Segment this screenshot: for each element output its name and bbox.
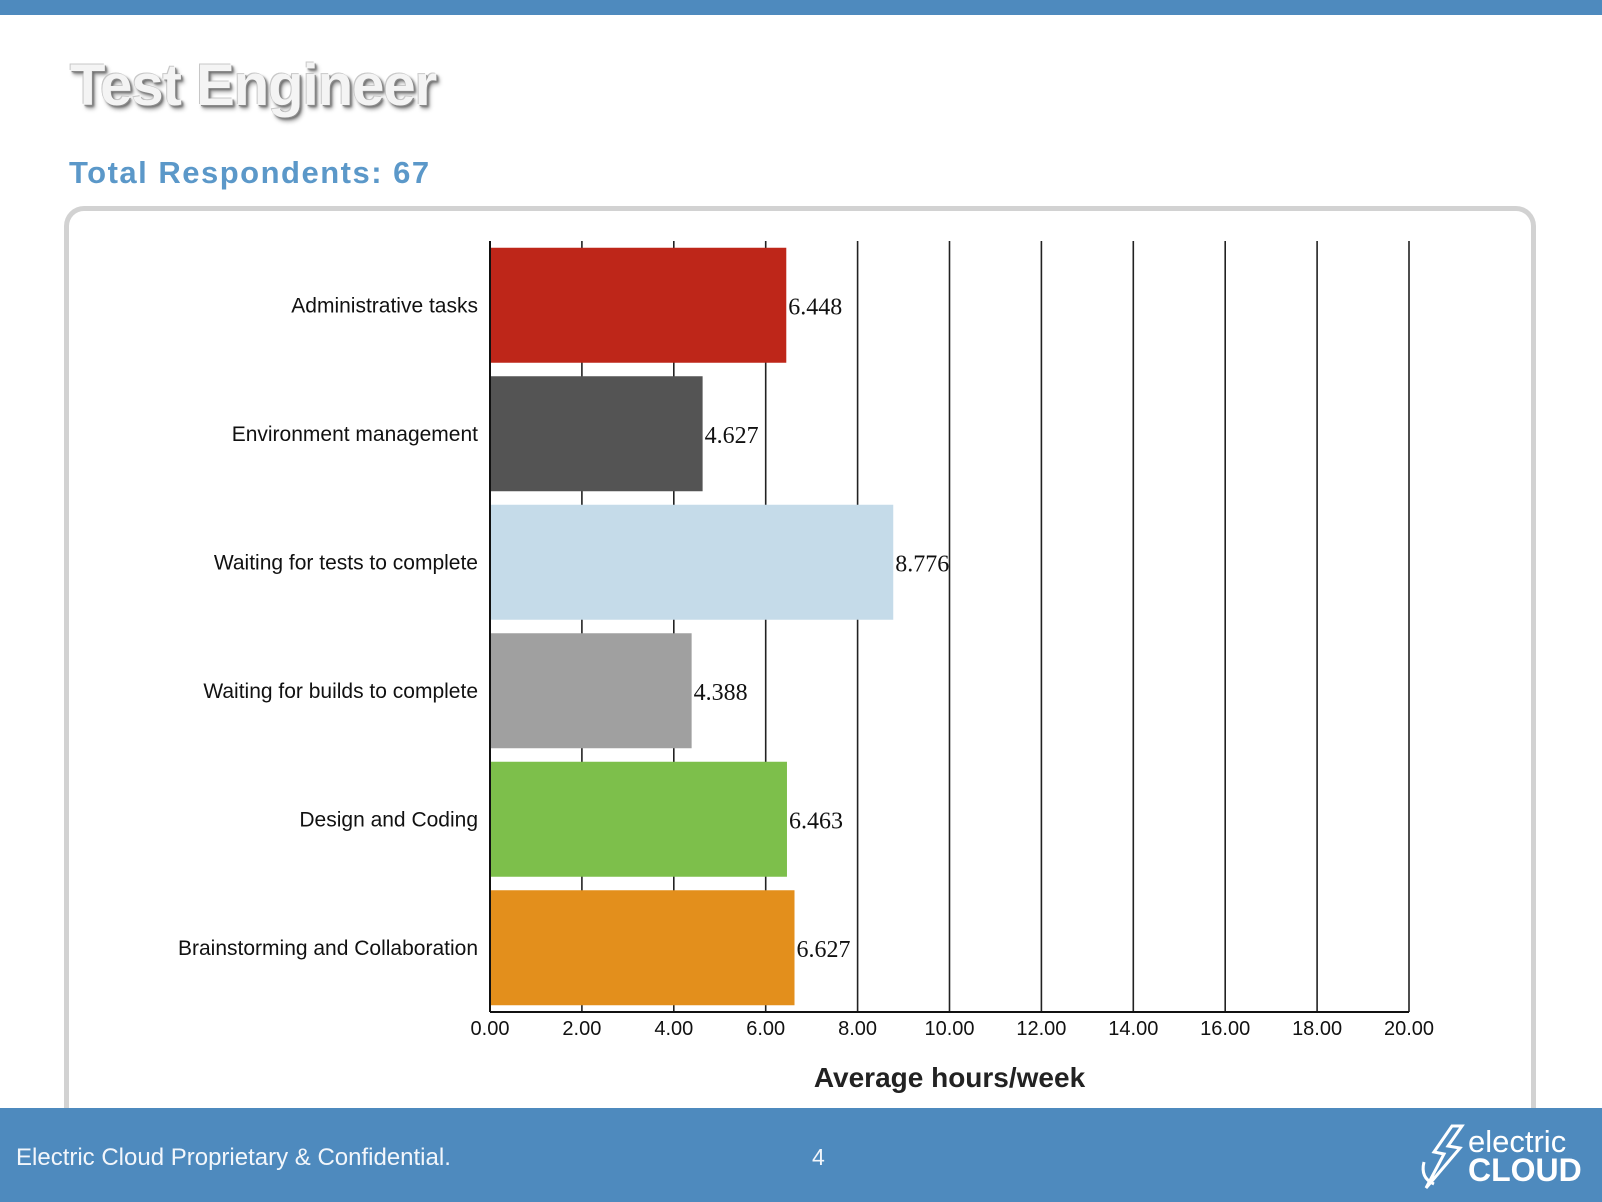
logo-wordmark: electric CLOUD (1468, 1124, 1582, 1188)
data-label: 4.388 (694, 680, 748, 706)
x-tick-label: 12.00 (1016, 1018, 1066, 1040)
category-label: Waiting for builds to complete (203, 680, 478, 703)
category-label: Administrative tasks (291, 294, 478, 317)
bar-chart: 6.448 Administrative tasks 4.627 Environmen… (178, 241, 1434, 1093)
x-axis-title: Average hours/week (814, 1062, 1086, 1093)
slide-title: Test Engineer (70, 53, 437, 118)
confidential-notice: Electric Cloud Proprietary & Confidentia… (16, 1144, 451, 1171)
data-label: 8.776 (895, 551, 949, 577)
x-tick-label: 14.00 (1108, 1018, 1158, 1040)
page-number: 4 (812, 1144, 825, 1170)
x-tick-label: 20.00 (1384, 1018, 1434, 1040)
category-label: Waiting for tests to complete (214, 551, 478, 574)
x-tick-label: 0.00 (471, 1018, 510, 1040)
lightning-icon (1421, 1124, 1465, 1189)
category-label: Brainstorming and Collaboration (178, 937, 478, 960)
logo-line-1: electric (1468, 1124, 1567, 1159)
category-label: Design and Coding (299, 808, 478, 831)
electric-cloud-logo: electric CLOUD (1416, 1116, 1596, 1196)
x-tick-label: 2.00 (562, 1018, 601, 1040)
x-tick-label: 8.00 (838, 1018, 877, 1040)
category-label: Environment management (232, 423, 478, 446)
data-label: 6.463 (789, 808, 843, 834)
bar (490, 504, 894, 620)
chart-frame (64, 206, 1536, 1146)
top-accent-bar (0, 0, 1602, 15)
data-label: 4.627 (705, 423, 759, 449)
bar (490, 633, 692, 749)
x-tick-label: 16.00 (1200, 1018, 1250, 1040)
bar (490, 890, 795, 1006)
logo-line-2: CLOUD (1468, 1152, 1582, 1188)
x-tick-label: 6.00 (746, 1018, 785, 1040)
x-tick-label: 18.00 (1292, 1018, 1342, 1040)
bar (490, 247, 787, 363)
data-label: 6.627 (797, 937, 851, 963)
data-label: 6.448 (788, 294, 842, 320)
bar (490, 376, 703, 492)
bar (490, 761, 787, 877)
x-tick-label: 10.00 (924, 1018, 974, 1040)
respondents-subtitle: Total Respondents: 67 (69, 155, 431, 190)
footer-bar: Electric Cloud Proprietary & Confidentia… (0, 1108, 1602, 1202)
x-tick-label: 4.00 (654, 1018, 693, 1040)
